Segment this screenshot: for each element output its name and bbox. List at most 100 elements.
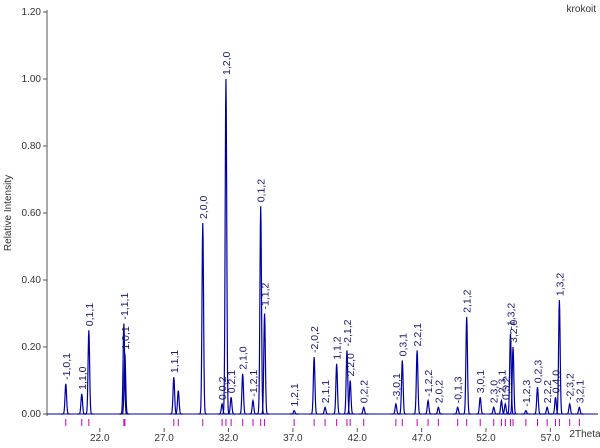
peak (332, 363, 342, 415)
peak (169, 377, 179, 415)
x-axis-label: 2Theta (569, 429, 600, 440)
peak (574, 406, 584, 415)
hkl-label: 0,3,1 (397, 333, 409, 357)
x-tick-label: 27.0 (154, 433, 174, 444)
peak (532, 387, 542, 415)
peak (248, 398, 258, 415)
peak (61, 383, 71, 415)
y-tick-label: 1.00 (22, 74, 42, 85)
hkl-label: -3,0,1 (391, 373, 403, 400)
hkl-label: -0,1,3 (453, 376, 465, 403)
hkl-label: 1,3,2 (554, 273, 566, 297)
peak (226, 397, 236, 415)
peak (542, 406, 552, 415)
hkl-label: 0,3,2 (500, 376, 512, 400)
peak (120, 353, 130, 415)
hkl-label: 0,1,1 (84, 303, 96, 327)
hkl-label: 1,1,0 (77, 366, 89, 390)
x-tick-label: 52.0 (476, 433, 496, 444)
peak (309, 357, 319, 415)
hkl-label: 1,1,2 (332, 336, 344, 360)
hkl-label: 0,2,2 (359, 380, 371, 404)
peak (475, 397, 485, 415)
peak (508, 346, 518, 415)
hkl-label: 1,2,1 (289, 383, 301, 407)
y-tick-label: 1.20 (22, 7, 42, 18)
y-axis-label: Relative Intensity (3, 175, 14, 251)
peak (489, 406, 499, 415)
hkl-label: 0,4,0 (551, 370, 563, 394)
hkl-label: 0,0,2 (217, 376, 229, 400)
peak (221, 78, 231, 415)
peak (505, 333, 515, 415)
hkl-label: 2,0,2 (433, 380, 445, 404)
x-tick-label: 57.0 (541, 433, 561, 444)
x-tick-label: 22.0 (90, 433, 110, 444)
hkl-label: 2,0,0 (198, 196, 210, 220)
peak (397, 360, 407, 415)
hkl-label: 2,2,2 (542, 380, 554, 404)
hkl-label: 3,2,1 (574, 380, 586, 404)
peak (423, 398, 433, 415)
y-tick-label: 0.00 (22, 409, 42, 420)
peak (289, 409, 299, 415)
hkl-label: -2,1,2 (342, 319, 354, 346)
peak (345, 380, 355, 415)
chart-title: krokoit (567, 4, 597, 15)
hkl-label: 2,1,0 (238, 346, 250, 370)
hkl-label: 2,3,0 (489, 380, 501, 404)
peak (496, 398, 506, 415)
hkl-label: -2,0,2 (309, 326, 321, 353)
y-tick-label: 0.20 (22, 342, 42, 353)
peak (412, 350, 422, 415)
y-tick-label: 0.80 (22, 141, 42, 152)
hkl-label: 2,2,1 (412, 323, 424, 347)
peak (256, 206, 266, 415)
hkl-label: -1,2,3 (521, 380, 533, 407)
hkl-label: -1,1,2 (260, 282, 272, 309)
peak (77, 393, 87, 415)
hkl-label: -1,3,2 (505, 303, 517, 330)
peak (453, 406, 463, 415)
hkl-label: 3,2,0 (508, 319, 520, 343)
hkl-label: -2,3,2 (565, 373, 577, 400)
x-tick-label: 47.0 (412, 433, 432, 444)
x-tick-label: 32.0 (219, 433, 239, 444)
peak (551, 397, 561, 415)
peak (217, 402, 227, 415)
peak (198, 223, 208, 415)
hkl-label: 0,2,1 (226, 370, 238, 394)
hkl-label: 2,1,1 (320, 380, 332, 404)
peak (260, 313, 270, 415)
x-tick-label: 37.0 (283, 433, 303, 444)
hkl-label: -1,0,1 (61, 353, 73, 380)
hkl-label: 0,2,3 (532, 360, 544, 384)
hkl-label: 0,1,2 (256, 179, 268, 203)
peak (320, 406, 330, 415)
hkl-label: 3,0,1 (475, 370, 487, 394)
y-tick-label: 0.60 (22, 208, 42, 219)
peak (359, 406, 369, 415)
peak (391, 402, 401, 415)
peak (238, 373, 248, 415)
peak (565, 402, 575, 415)
peak (521, 409, 531, 415)
hkl-label: 1,1,1 (169, 350, 181, 374)
peak (433, 406, 443, 415)
hkl-label: 2,1,2 (462, 289, 474, 313)
hkl-label: 1,2,0 (221, 51, 233, 75)
peak (462, 316, 472, 415)
peak (554, 300, 564, 415)
peak (342, 350, 352, 415)
hkl-label: 1,0,1 (120, 326, 132, 350)
hkl-label: -2,3,1 (496, 370, 508, 397)
hkl-label: 2,2,0 (345, 353, 357, 377)
x-tick-label: 42.0 (348, 433, 368, 444)
y-tick-label: 0.40 (22, 275, 42, 286)
hkl-label: -1,2,1 (248, 370, 260, 397)
peak (173, 390, 183, 415)
hkl-label: -1,2,2 (423, 370, 435, 397)
peak (84, 330, 94, 415)
hkl-label: -1,1,1 (119, 293, 131, 320)
